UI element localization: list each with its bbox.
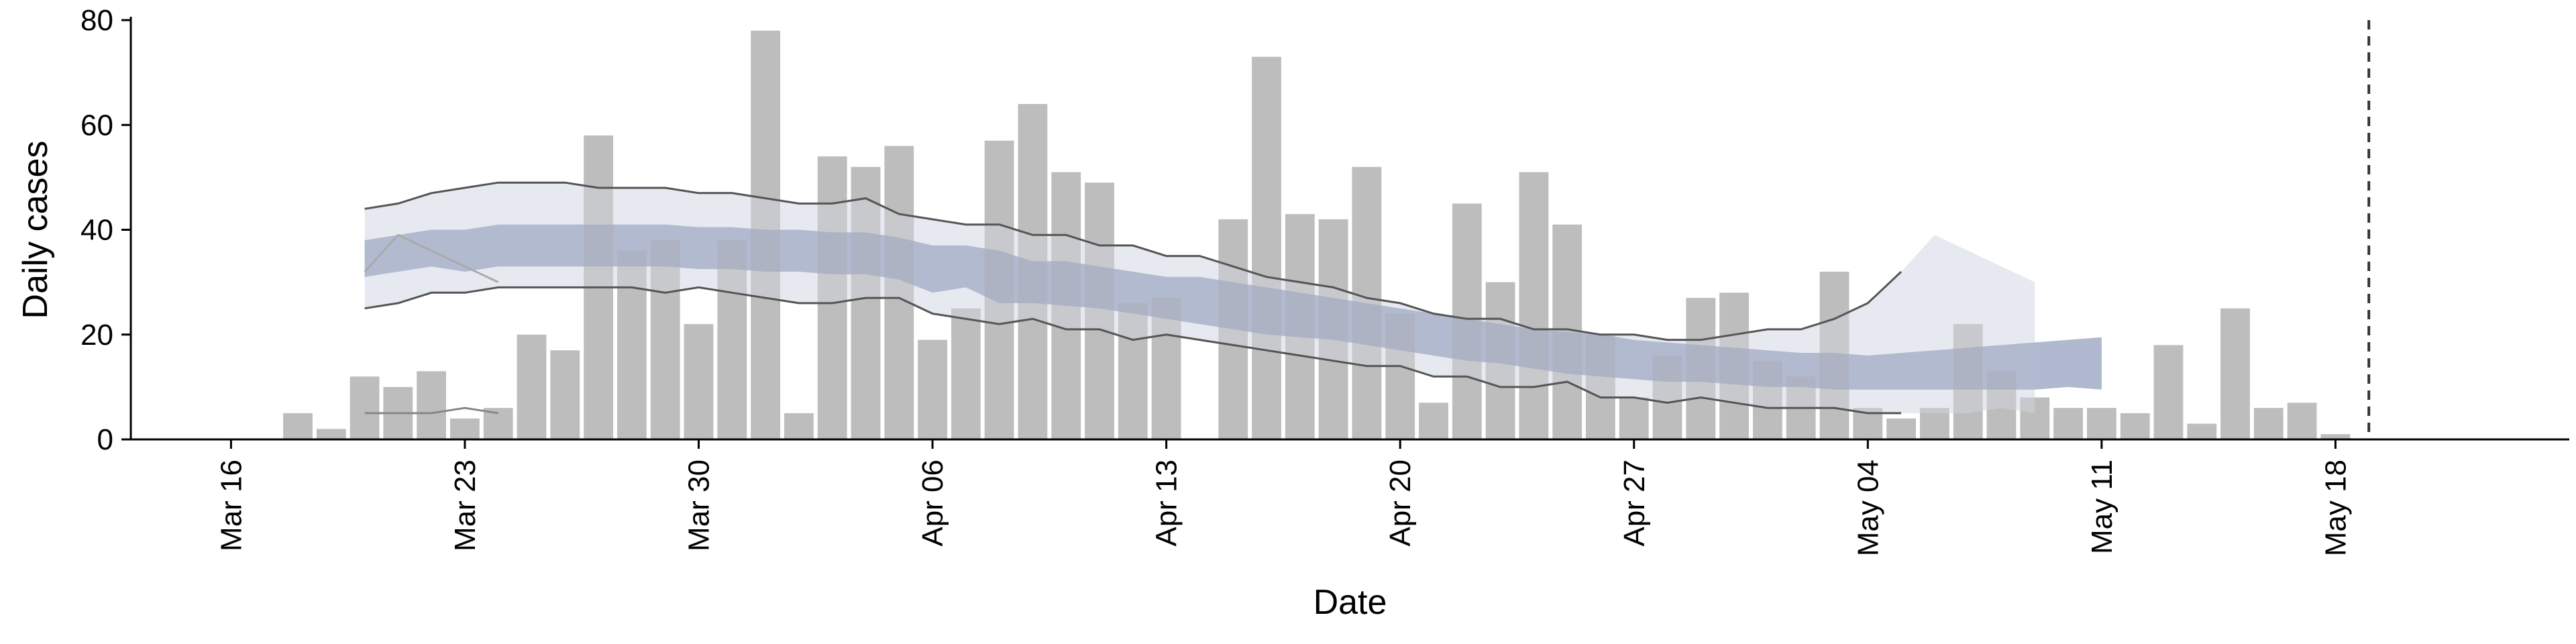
bar	[550, 350, 580, 439]
bar	[2220, 308, 2250, 439]
axes: 0 20 40 60 80 Mar 16 Mar 23 Mar 30 Apr 06 Apr 13…	[80, 4, 2569, 556]
bar	[2087, 408, 2116, 439]
bars-group	[283, 30, 2351, 440]
x-tick-label: Apr 13	[1150, 460, 1183, 547]
bar	[1819, 272, 1849, 439]
bar	[1051, 172, 1081, 439]
bar	[1318, 219, 1348, 439]
y-tick-label: 0	[97, 423, 113, 456]
y-tick-label: 60	[80, 109, 113, 142]
bar	[1151, 298, 1181, 439]
bar	[1920, 408, 1949, 439]
bar	[1652, 356, 1682, 439]
bar	[1519, 172, 1549, 439]
bar	[1419, 402, 1448, 439]
x-tick-label: Mar 16	[215, 460, 248, 551]
bar	[1218, 219, 1248, 439]
bar	[918, 339, 947, 439]
y-ticks: 0 20 40 60 80	[80, 4, 131, 456]
estimate-overlay	[364, 181, 2102, 415]
bar	[1552, 224, 1582, 439]
x-tick-label: Apr 27	[1618, 460, 1651, 547]
bar	[483, 408, 513, 439]
bar	[684, 324, 714, 439]
bar	[717, 240, 747, 439]
inner-interval-overlay	[364, 224, 2102, 390]
upper-bound-line-faded	[364, 233, 499, 283]
bar	[1452, 203, 1482, 439]
x-tick-label: Apr 06	[916, 460, 949, 547]
bar	[2253, 408, 2284, 439]
x-tick-label: Apr 20	[1384, 460, 1417, 547]
bar	[2053, 408, 2083, 439]
y-tick-label: 20	[80, 319, 113, 352]
outer-interval-overlay	[364, 182, 2035, 413]
y-axis-title: Daily cases	[16, 141, 55, 319]
upper-bound-line	[364, 181, 1902, 341]
x-tick-label: May 11	[2086, 460, 2118, 554]
bar	[1018, 104, 1048, 439]
bar	[751, 30, 780, 440]
bar	[1686, 298, 1716, 439]
bar	[1085, 182, 1114, 439]
bar	[2153, 345, 2184, 439]
bar	[1352, 166, 1382, 440]
bar	[1753, 360, 1782, 439]
bar	[517, 334, 547, 440]
x-tick-label: Mar 30	[683, 460, 716, 551]
bar	[1252, 56, 1281, 439]
bar	[1118, 303, 1148, 439]
bar	[784, 413, 814, 439]
bar	[1385, 313, 1415, 439]
bar	[2187, 423, 2217, 439]
bar	[350, 376, 380, 440]
bar	[1886, 418, 1916, 440]
lower-bound-line	[364, 286, 1902, 415]
bar	[2020, 397, 2050, 439]
x-tick-label: May 18	[2319, 460, 2352, 556]
x-tick-label: Mar 23	[449, 460, 482, 551]
bar	[951, 308, 981, 439]
bar	[1953, 324, 1983, 439]
bar	[617, 250, 647, 440]
lower-bound-line-faded	[364, 407, 498, 415]
bar	[984, 140, 1014, 439]
bar	[2120, 413, 2150, 439]
bar	[650, 240, 680, 439]
bar	[283, 413, 313, 439]
x-axis-title: Date	[1313, 583, 1387, 622]
bar	[1586, 334, 1615, 440]
bar	[2287, 402, 2317, 439]
bar	[1485, 282, 1515, 439]
y-tick-label: 80	[80, 4, 113, 37]
bar	[1285, 214, 1315, 439]
x-ticks: Mar 16 Mar 23 Mar 30 Apr 06 Apr 13 Apr 20 Apr …	[215, 439, 2352, 556]
bar	[851, 166, 881, 440]
bar	[1986, 371, 2017, 439]
y-tick-label: 40	[80, 214, 113, 247]
bar	[316, 429, 346, 439]
bar	[1719, 292, 1749, 440]
bar	[884, 146, 914, 439]
bar	[2320, 434, 2351, 439]
bar	[450, 418, 480, 440]
bar	[1619, 397, 1649, 439]
bar	[417, 371, 446, 439]
x-tick-label: May 04	[1851, 460, 1884, 556]
